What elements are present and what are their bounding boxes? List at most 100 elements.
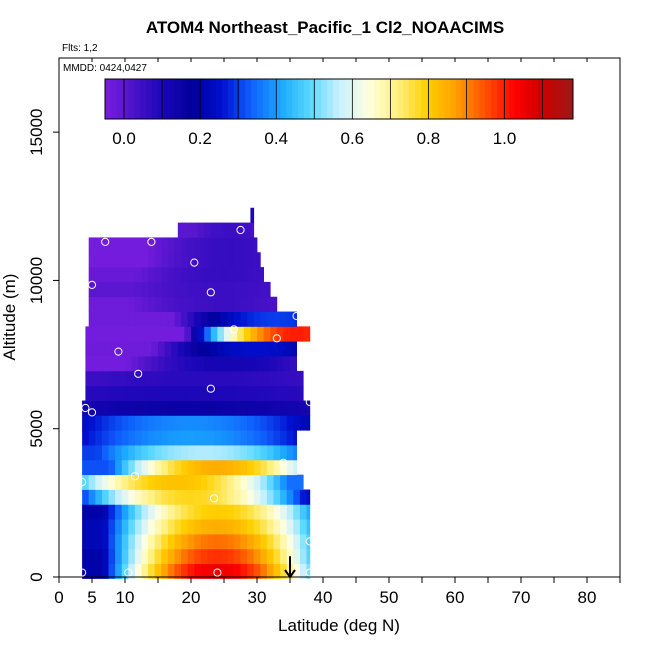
heatmap-cell <box>115 563 123 579</box>
heatmap-cell <box>115 311 123 327</box>
heatmap-cell <box>174 252 182 268</box>
heatmap-cell <box>247 311 255 327</box>
heatmap-cell <box>290 370 297 387</box>
heatmap-cell <box>233 534 241 550</box>
heatmap-cell <box>98 370 106 387</box>
heatmap-cell <box>134 430 142 446</box>
colorbar-segment <box>298 79 305 119</box>
heatmap-cell <box>95 445 103 461</box>
heatmap-cell <box>266 534 274 550</box>
heatmap-cell <box>286 534 294 550</box>
heatmap-cell <box>121 237 129 253</box>
heatmap-cell <box>115 534 123 550</box>
heatmap-cell <box>263 356 271 372</box>
heatmap-cell <box>217 356 225 372</box>
heatmap-cell <box>171 370 179 387</box>
heatmap-cell <box>167 489 175 505</box>
heatmap-cell <box>161 267 169 283</box>
heatmap-cell <box>250 222 255 238</box>
heatmap-cell <box>108 400 116 416</box>
heatmap-cell <box>200 504 208 520</box>
heatmap-cell <box>257 326 264 342</box>
heatmap-cell <box>108 459 116 476</box>
heatmap-cell <box>273 296 278 312</box>
heatmap-cell <box>115 445 123 461</box>
heatmap-cell <box>220 563 228 579</box>
heatmap-cell <box>134 474 142 490</box>
heatmap-cell <box>257 356 264 372</box>
heatmap-cell <box>207 459 215 476</box>
heatmap-cell <box>227 474 235 490</box>
heatmap-cell <box>181 237 189 253</box>
sample-point <box>229 325 238 334</box>
heatmap-cell <box>299 548 307 565</box>
heatmap-cell <box>266 430 274 446</box>
sample-point <box>292 311 301 321</box>
heatmap-cell <box>141 504 149 520</box>
heatmap-cell <box>141 296 149 312</box>
heatmap-cell <box>273 519 281 535</box>
heatmap-cell <box>148 504 156 520</box>
heatmap-cell <box>247 415 255 431</box>
heatmap-cell <box>174 563 182 579</box>
y-axis-label: Altitude (m) <box>0 274 19 361</box>
heatmap-cell <box>253 400 261 416</box>
heatmap-cell <box>177 222 185 238</box>
heatmap-cell <box>154 252 162 268</box>
heatmap-cell <box>220 430 228 446</box>
heatmap-cell <box>200 548 208 565</box>
heatmap-cell <box>134 237 142 253</box>
colorbar-segment <box>303 79 311 119</box>
heatmap-cell <box>233 415 241 431</box>
heatmap-cell <box>214 563 222 579</box>
heatmap-cell <box>101 400 109 416</box>
colorbar-segment <box>467 79 474 119</box>
colorbar-segment <box>344 79 352 119</box>
colorbar-segment <box>479 79 486 119</box>
heatmap-cell <box>88 415 96 431</box>
heatmap-cell <box>154 474 162 490</box>
heatmap-cell <box>227 504 235 520</box>
colorbar-segment <box>514 79 521 119</box>
heatmap-cell <box>105 356 113 372</box>
heatmap-cell <box>227 415 235 431</box>
heatmap-cell <box>138 385 146 401</box>
heatmap-cell <box>260 504 268 520</box>
heatmap-cell <box>88 311 96 327</box>
x-tick-label: 5 <box>87 588 96 607</box>
heatmap-cell <box>171 356 179 372</box>
heatmap-cell <box>280 430 288 446</box>
heatmap-cell <box>306 548 311 565</box>
heatmap-cell <box>214 237 222 253</box>
heatmap-cell <box>121 504 129 520</box>
heatmap-cell <box>154 445 162 461</box>
heatmap-cell <box>167 519 175 535</box>
sample-point <box>279 458 288 467</box>
colorbar-segment <box>280 79 287 119</box>
heatmap-cell <box>115 267 123 283</box>
heatmap-cell <box>128 548 136 565</box>
heatmap-cell <box>141 430 149 446</box>
heatmap-cell <box>240 296 248 312</box>
colorbar-segment <box>350 79 357 119</box>
x-tick-label: 80 <box>578 588 597 607</box>
heatmap-cell <box>263 370 271 387</box>
heatmap-cell <box>230 326 238 342</box>
heatmap-cell <box>92 385 99 401</box>
heatmap-cell <box>283 341 291 357</box>
heatmap-cell <box>214 474 222 490</box>
heatmap-cell <box>154 237 162 253</box>
heatmap-cell <box>266 489 274 505</box>
colorbar-segment <box>157 79 164 119</box>
heatmap-cell <box>210 222 218 238</box>
heatmap-cell <box>134 534 142 550</box>
heatmap-cell <box>167 459 175 476</box>
heatmap-cell <box>306 504 311 520</box>
heatmap-cell <box>161 563 169 579</box>
heatmap-cell <box>161 430 169 446</box>
heatmap-cell <box>263 385 271 401</box>
heatmap-cell <box>174 445 182 461</box>
heatmap-cell <box>207 474 215 490</box>
colorbar-tick-label: 1.0 <box>493 129 517 148</box>
heatmap-cell <box>227 237 235 253</box>
